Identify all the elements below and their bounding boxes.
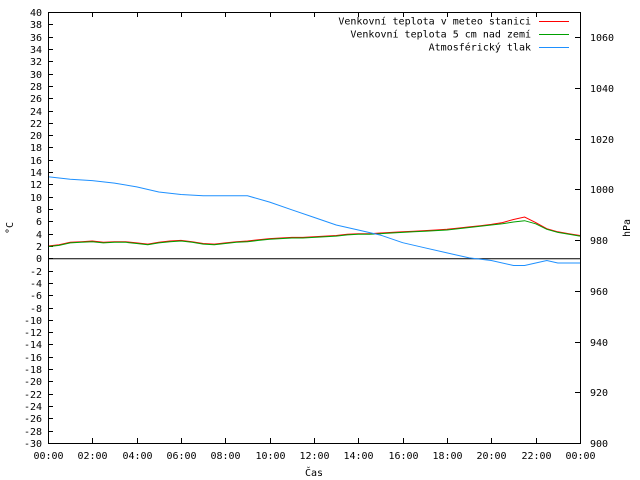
y-left-tick-label: 2 — [36, 242, 42, 253]
y-right-tick-label: 940 — [590, 338, 608, 349]
x-tick-label: 16:00 — [388, 451, 418, 462]
series-line-2 — [47, 220, 581, 248]
y-left-tick-label: 14 — [30, 168, 42, 179]
y-left-tick-label: -8 — [30, 304, 42, 315]
y-left-tick-label: 32 — [30, 57, 42, 68]
y-left-tick-label: -26 — [24, 414, 42, 425]
x-tick-label: 22:00 — [521, 451, 551, 462]
y-left-tick-label: 40 — [30, 8, 42, 19]
x-tick-label: 02:00 — [77, 451, 107, 462]
series-line-3 — [47, 176, 580, 266]
series-layer — [47, 176, 581, 266]
x-tick-label: 12:00 — [299, 451, 329, 462]
y-left-tick-label: -6 — [30, 291, 42, 302]
y-left-tick-label: 12 — [30, 180, 42, 191]
y-left-tick-label: 4 — [36, 230, 42, 241]
x-tick-label: 00:00 — [565, 451, 595, 462]
y-left-tick-label: -22 — [24, 390, 42, 401]
y-left-tick-label: 28 — [30, 82, 42, 93]
legend-label-3: Atmosférický tlak — [429, 42, 531, 54]
y-left-tick-label: -16 — [24, 353, 42, 364]
legend-label-1: Venkovní teplota v meteo stanici — [338, 16, 531, 28]
y-left-tick-label: -28 — [24, 427, 42, 438]
y-left-tick-label: 38 — [30, 20, 42, 31]
plot-border — [48, 12, 581, 444]
x-tick-label: 20:00 — [476, 451, 506, 462]
y-left-tick-label: 16 — [30, 156, 42, 167]
y-left-tick-label: 8 — [36, 205, 42, 216]
y-right-tick-label: 960 — [590, 287, 608, 298]
legend: Venkovní teplota v meteo staniciVenkovní… — [338, 16, 569, 54]
y-left-tick-label: -4 — [30, 279, 42, 290]
y-left-tick-label: 10 — [30, 193, 42, 204]
x-tick-label: 04:00 — [122, 451, 152, 462]
y-left-tick-label: 0 — [36, 254, 42, 265]
y-right-tick-label: 1020 — [590, 135, 614, 146]
y-left-tick-label: 6 — [36, 217, 42, 228]
y-left-tick-label: -24 — [24, 402, 42, 413]
y-right-tick-label: 920 — [590, 388, 608, 399]
y-left-tick-label: 20 — [30, 131, 42, 142]
y-left-tick-label: 18 — [30, 143, 42, 154]
y-left-tick-label: 36 — [30, 33, 42, 44]
y-right-tick-label: 980 — [590, 236, 608, 247]
y-right-tick-label: 1000 — [590, 185, 614, 196]
y-left-tick-label: 30 — [30, 70, 42, 81]
y-left-tick-label: -14 — [24, 340, 42, 351]
x-tick-label: 14:00 — [343, 451, 373, 462]
y-left-tick-label: -2 — [30, 267, 42, 278]
y-left-tick-label: -30 — [24, 439, 42, 450]
x-tick-label: 10:00 — [255, 451, 285, 462]
y-left-tick-label: -18 — [24, 365, 42, 376]
x-tick-label: 00:00 — [33, 451, 63, 462]
legend-label-2: Venkovní teplota 5 cm nad zemí — [350, 29, 531, 41]
y-axis-label-left: °C — [5, 222, 16, 234]
series-line-1 — [47, 216, 581, 247]
y-left-tick-label: 24 — [30, 107, 42, 118]
y-left-tick-label: -12 — [24, 328, 42, 339]
y-left-tick-label: 22 — [30, 119, 42, 130]
y-left-tick-label: -10 — [24, 316, 42, 327]
y-axis-label-right: hPa — [622, 219, 633, 237]
y-left-tick-label: 26 — [30, 94, 42, 105]
x-tick-label: 08:00 — [210, 451, 240, 462]
y-right-tick-label: 1040 — [590, 84, 614, 95]
y-left-tick-label: -20 — [24, 377, 42, 388]
x-axis-label: Čas — [305, 466, 323, 479]
y-right-tick-label: 900 — [590, 439, 608, 450]
y-right-tick-label: 1060 — [590, 33, 614, 44]
x-tick-label: 18:00 — [432, 451, 462, 462]
ticks-layer: -30-28-26-24-22-20-18-16-14-12-10-8-6-4-… — [24, 8, 614, 462]
x-tick-label: 06:00 — [166, 451, 196, 462]
y-left-tick-label: 34 — [30, 45, 42, 56]
